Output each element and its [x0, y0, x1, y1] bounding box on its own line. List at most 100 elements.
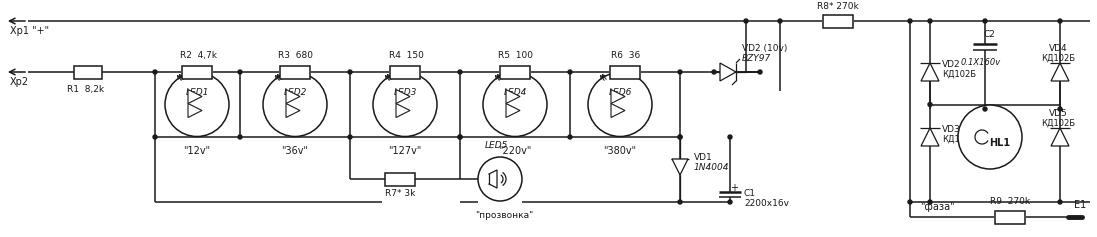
Polygon shape	[1051, 63, 1068, 81]
Text: R4  150: R4 150	[388, 50, 423, 59]
Text: VD4: VD4	[1049, 44, 1067, 53]
Text: 0.1X160v: 0.1X160v	[961, 58, 1002, 67]
Polygon shape	[188, 90, 202, 104]
Circle shape	[928, 102, 932, 106]
Circle shape	[744, 19, 748, 23]
Circle shape	[459, 135, 462, 139]
Text: Xp2: Xp2	[10, 77, 30, 87]
Text: E1: E1	[1074, 200, 1086, 210]
Circle shape	[459, 70, 462, 74]
Circle shape	[1058, 19, 1062, 23]
Text: "36v": "36v"	[282, 146, 308, 155]
Circle shape	[588, 73, 652, 137]
Text: R8* 270k: R8* 270k	[817, 1, 859, 10]
Polygon shape	[921, 63, 939, 81]
Text: КД102Б: КД102Б	[942, 69, 976, 78]
Circle shape	[483, 73, 547, 137]
Text: VD2 (10v): VD2 (10v)	[742, 44, 788, 53]
Polygon shape	[720, 63, 736, 81]
Bar	[391, 65, 420, 78]
Circle shape	[758, 70, 762, 74]
Circle shape	[778, 19, 782, 23]
Circle shape	[678, 70, 682, 74]
Text: VD3: VD3	[942, 124, 961, 133]
Text: C2: C2	[983, 29, 995, 38]
Bar	[995, 210, 1025, 223]
Circle shape	[478, 157, 522, 201]
Text: +: +	[730, 183, 738, 193]
Circle shape	[459, 135, 462, 139]
Circle shape	[238, 70, 242, 74]
Text: VD5: VD5	[1049, 109, 1067, 118]
Circle shape	[712, 70, 716, 74]
Polygon shape	[396, 104, 410, 118]
Bar	[280, 65, 310, 78]
Circle shape	[678, 135, 682, 139]
Text: 2200x16v: 2200x16v	[744, 200, 789, 209]
Text: "220v": "220v"	[498, 146, 532, 155]
Text: "12v": "12v"	[183, 146, 211, 155]
Circle shape	[238, 135, 242, 139]
Bar	[182, 65, 212, 78]
Polygon shape	[506, 104, 520, 118]
Text: R9  270k: R9 270k	[989, 196, 1030, 205]
Text: "фаза": "фаза"	[920, 202, 954, 212]
Circle shape	[263, 73, 327, 137]
Circle shape	[908, 200, 912, 204]
Bar	[823, 14, 853, 27]
Circle shape	[1058, 107, 1062, 111]
Bar	[500, 65, 530, 78]
Text: BZY97: BZY97	[742, 54, 771, 63]
Polygon shape	[396, 90, 410, 104]
Text: R3  680: R3 680	[279, 50, 314, 59]
Circle shape	[348, 70, 352, 74]
Text: КД102Б: КД102Б	[1041, 54, 1075, 63]
Bar	[73, 65, 102, 78]
Circle shape	[908, 19, 912, 23]
Text: R7* 3k: R7* 3k	[385, 188, 415, 197]
Polygon shape	[672, 159, 688, 175]
Polygon shape	[611, 90, 625, 104]
Circle shape	[728, 200, 732, 204]
Bar	[385, 173, 415, 186]
Text: 1N4004: 1N4004	[694, 163, 730, 172]
Polygon shape	[188, 104, 202, 118]
Polygon shape	[611, 104, 625, 118]
Text: КД102Б: КД102Б	[942, 135, 976, 143]
Text: R5  100: R5 100	[498, 50, 533, 59]
Polygon shape	[921, 128, 939, 146]
Text: "127v": "127v"	[388, 146, 421, 155]
Polygon shape	[286, 90, 299, 104]
Circle shape	[678, 135, 682, 139]
Text: VD2: VD2	[942, 59, 961, 68]
Polygon shape	[286, 104, 299, 118]
Text: "прозвонка": "прозвонка"	[475, 210, 533, 219]
Text: VD1: VD1	[694, 152, 713, 161]
Circle shape	[568, 135, 572, 139]
Text: LED1: LED1	[185, 88, 208, 97]
Circle shape	[983, 19, 987, 23]
Text: "380v": "380v"	[603, 146, 636, 155]
Circle shape	[728, 135, 732, 139]
Text: R2  4,7k: R2 4,7k	[180, 50, 216, 59]
Circle shape	[165, 73, 229, 137]
Circle shape	[958, 105, 1022, 169]
Text: C1: C1	[744, 190, 756, 199]
Circle shape	[928, 200, 932, 204]
Circle shape	[928, 19, 932, 23]
Text: R1  8,2k: R1 8,2k	[67, 85, 104, 94]
Text: LED2: LED2	[283, 88, 307, 97]
Circle shape	[152, 135, 157, 139]
Text: LED4: LED4	[504, 88, 527, 97]
Circle shape	[678, 200, 682, 204]
Text: x: x	[86, 68, 90, 77]
Bar	[610, 65, 640, 78]
Text: LED6: LED6	[609, 88, 632, 97]
Text: HL1: HL1	[989, 138, 1010, 148]
Circle shape	[152, 70, 157, 74]
Text: LED3: LED3	[394, 88, 417, 97]
Circle shape	[1058, 200, 1062, 204]
Text: R6  36: R6 36	[611, 50, 641, 59]
Text: Xp1 "+": Xp1 "+"	[10, 26, 49, 36]
Circle shape	[568, 70, 572, 74]
